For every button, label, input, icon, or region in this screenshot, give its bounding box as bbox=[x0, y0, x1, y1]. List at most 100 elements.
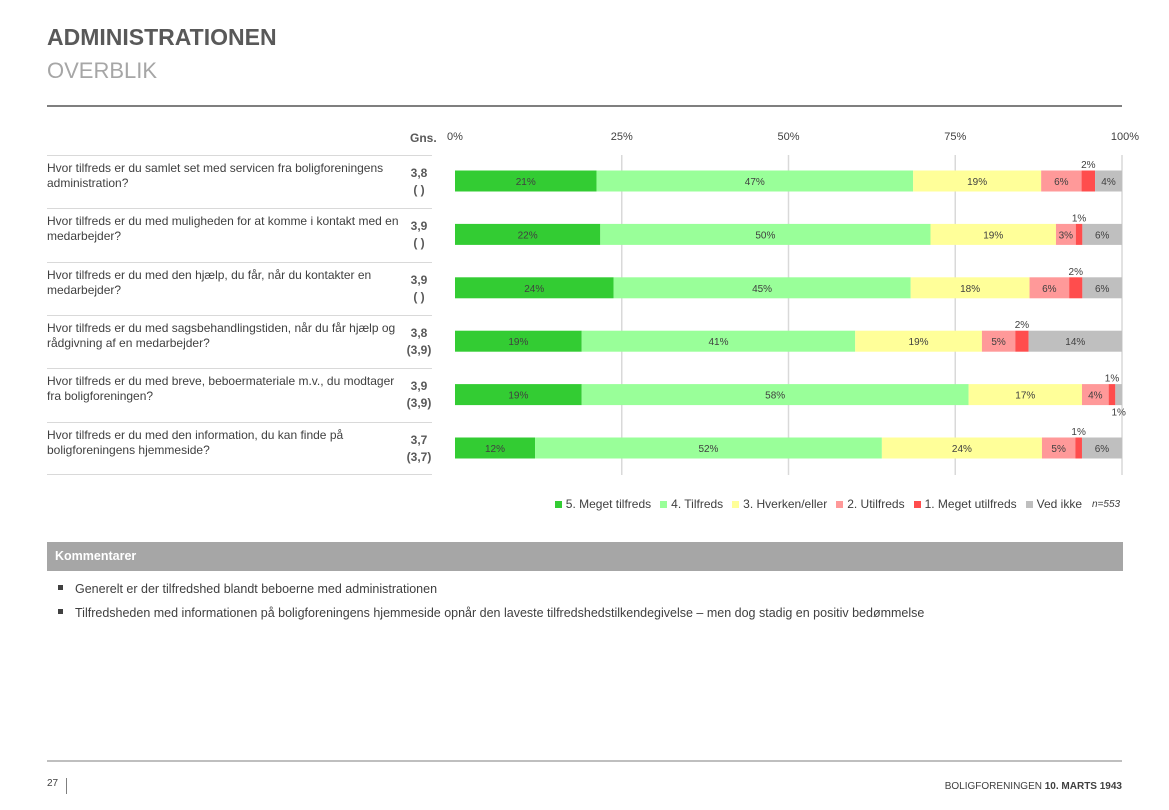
legend-item: 1. Meget utilfreds bbox=[913, 497, 1017, 511]
bar-segment bbox=[1075, 437, 1082, 459]
table-row: Hvor tilfreds er du med muligheden for a… bbox=[47, 208, 432, 261]
bar-segment bbox=[1082, 223, 1122, 245]
bar-segment bbox=[1069, 277, 1083, 299]
data-label: 1% bbox=[1072, 213, 1087, 224]
bar-segment bbox=[613, 277, 911, 299]
legend-swatch-icon bbox=[732, 500, 740, 508]
page-title: ADMINISTRATIONEN bbox=[47, 24, 277, 50]
legend-item: 5. Meget tilfreds bbox=[554, 497, 652, 511]
bullet-icon bbox=[58, 609, 63, 615]
avg-value: 3,7 bbox=[410, 432, 428, 447]
bar-segment bbox=[455, 170, 597, 192]
bar-segment bbox=[910, 277, 1030, 299]
data-label: 5% bbox=[1051, 444, 1066, 455]
legend-swatch-icon bbox=[1025, 500, 1033, 508]
data-label: 58% bbox=[765, 391, 785, 402]
data-label: 1% bbox=[1111, 408, 1126, 419]
legend-label: 3. Hverken/eller bbox=[743, 497, 828, 511]
prev-avg-value: (3,9) bbox=[406, 396, 432, 411]
data-label: 17% bbox=[1015, 391, 1035, 402]
comment-text: Generelt er der tilfredshed blandt beboe… bbox=[75, 582, 438, 596]
legend-label: 2. Utilfreds bbox=[847, 497, 905, 511]
bar-segment bbox=[1081, 170, 1096, 192]
bar-segment bbox=[1055, 223, 1076, 245]
data-label: 2% bbox=[1069, 267, 1084, 278]
bar-segment bbox=[1082, 277, 1122, 299]
question-text: Hvor tilfreds er du med muligheden for a… bbox=[47, 214, 399, 244]
bar-segment bbox=[930, 223, 1056, 245]
prev-avg-value: ( ) bbox=[413, 236, 425, 251]
data-label: 19% bbox=[508, 337, 528, 348]
legend-swatch-icon bbox=[913, 500, 921, 508]
bar-segment bbox=[1081, 384, 1109, 406]
bar-segment bbox=[455, 330, 582, 352]
comment-text: Tilfredsheden med informationen på bolig… bbox=[75, 606, 925, 620]
data-label: 19% bbox=[983, 230, 1003, 241]
bar-segment bbox=[581, 384, 969, 406]
bar-segment bbox=[455, 223, 601, 245]
question-text: Hvor tilfreds er du samlet set med servi… bbox=[47, 161, 384, 190]
footer-text: BOLIGFORENINGEN 10. MARTS 1943 bbox=[945, 781, 1122, 792]
bar-segment bbox=[1041, 437, 1076, 459]
bar-segment bbox=[1081, 437, 1122, 459]
page-subtitle: OVERBLIK bbox=[47, 58, 158, 83]
bar-segment bbox=[1108, 384, 1116, 406]
data-label: 52% bbox=[698, 444, 718, 455]
data-label: 6% bbox=[1054, 177, 1069, 188]
data-label: 47% bbox=[745, 177, 765, 188]
legend: 5. Meget tilfreds 4. Tilfreds 3. Hverken/e… bbox=[554, 497, 1082, 511]
x-tick-label: 100% bbox=[1111, 131, 1139, 143]
data-label: 21% bbox=[516, 177, 536, 188]
average-score: 3,8 ( ) bbox=[406, 165, 432, 199]
comment-item: Tilfredsheden med informationen på bolig… bbox=[58, 606, 924, 620]
legend-label: 5. Meget tilfreds bbox=[565, 497, 652, 511]
question-text: Hvor tilfreds er du med sagsbehandlingst… bbox=[47, 320, 396, 350]
average-score: 3,9 (3,9) bbox=[406, 378, 432, 412]
data-label: 14% bbox=[1065, 337, 1085, 348]
header-divider bbox=[47, 105, 1122, 107]
data-label: 50% bbox=[755, 230, 775, 241]
sample-size: n=553 bbox=[1092, 499, 1121, 510]
table-row: Hvor tilfreds er du med breve, beboermat… bbox=[47, 368, 432, 421]
bar-segment bbox=[981, 330, 1016, 352]
average-score: 3,7 (3,7) bbox=[406, 432, 432, 466]
bar-segment bbox=[1041, 170, 1082, 192]
avg-value: 3,8 bbox=[410, 166, 428, 180]
footer-date: 10. MARTS 1943 bbox=[1044, 781, 1122, 792]
avg-value: 3,9 bbox=[410, 219, 428, 234]
bar-segment bbox=[1028, 330, 1122, 352]
data-label: 24% bbox=[524, 284, 544, 295]
x-tick-label: 0% bbox=[447, 131, 463, 143]
page-number: 27 bbox=[47, 778, 68, 794]
table-row: Hvor tilfreds er du med sagsbehandlingst… bbox=[47, 314, 432, 368]
footer-org: BOLIGFORENINGEN bbox=[944, 781, 1045, 792]
gns-header: Gns. bbox=[410, 131, 437, 145]
bar-segment bbox=[1015, 330, 1029, 352]
legend-item: Ved ikke bbox=[1025, 497, 1082, 511]
x-tick-label: 25% bbox=[611, 131, 633, 143]
bar-segment bbox=[455, 384, 582, 406]
data-label: 1% bbox=[1071, 427, 1086, 438]
data-label: 24% bbox=[952, 444, 972, 455]
legend-label: Ved ikke bbox=[1036, 497, 1082, 511]
x-tick-label: 50% bbox=[777, 131, 799, 143]
legend-item: 2. Utilfreds bbox=[836, 497, 905, 511]
legend-swatch-icon bbox=[554, 500, 562, 508]
data-label: 1% bbox=[1105, 374, 1120, 385]
table-row: Hvor tilfreds er du med den hjælp, du få… bbox=[47, 261, 432, 315]
legend-swatch-icon bbox=[660, 500, 668, 508]
footer-divider bbox=[47, 760, 1122, 762]
x-tick-label: 75% bbox=[944, 131, 966, 143]
data-label: 3% bbox=[1059, 230, 1074, 241]
bar-segment bbox=[455, 437, 536, 459]
data-label: 4% bbox=[1088, 391, 1103, 402]
table-row: Hvor tilfreds er du samlet set med servi… bbox=[47, 155, 432, 208]
data-label: 18% bbox=[960, 284, 980, 295]
bar-segment bbox=[1029, 277, 1070, 299]
table-row: Hvor tilfreds er du med den information,… bbox=[47, 421, 432, 475]
data-label: 19% bbox=[508, 391, 528, 402]
data-label: 41% bbox=[708, 337, 728, 348]
data-label: 12% bbox=[485, 444, 505, 455]
data-label: 5% bbox=[991, 337, 1006, 348]
